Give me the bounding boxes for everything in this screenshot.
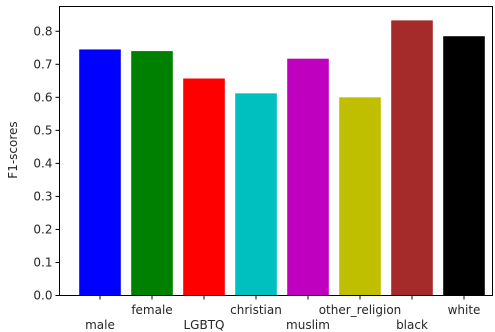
bar-female [131,51,173,296]
y-tick-label: 0.2 [33,222,52,236]
x-tick-label: black [396,318,428,332]
y-tick-label: 0.1 [33,255,52,269]
y-tick-label: 0.8 [33,24,52,38]
bar-black [391,20,433,296]
x-tick-label: white [448,303,481,317]
y-axis-title: F1-scores [6,121,20,178]
bar-male [79,49,121,296]
bar-christian [235,93,277,296]
plot-frame [59,6,493,296]
x-tick-label: christian [230,303,282,317]
x-tick-label: male [85,318,115,332]
y-tick-label: 0.6 [33,90,52,104]
x-tick-label: muslim [286,318,330,332]
bar-other-religion [339,97,381,296]
x-tick-label: other_religion [319,303,402,317]
bar-white [443,36,485,296]
y-tick-label: 0.5 [33,123,52,137]
x-tick-label: female [131,303,172,317]
y-axis: 0.0 0.1 0.2 0.3 0.4 0.5 0.6 0.7 0.8 [33,24,60,303]
x-axis: male female LGBTQ christian muslimother_reli… [85,295,481,332]
x-tick-label: LGBTQ [184,318,225,332]
bar-muslim [287,58,329,296]
y-tick-label: 0.4 [33,156,52,170]
bars [79,20,485,296]
y-tick-label: 0.3 [33,189,52,203]
y-tick-label: 0.7 [33,57,52,71]
bar-lgbtq [183,78,225,296]
y-tick-label: 0.0 [33,289,52,303]
